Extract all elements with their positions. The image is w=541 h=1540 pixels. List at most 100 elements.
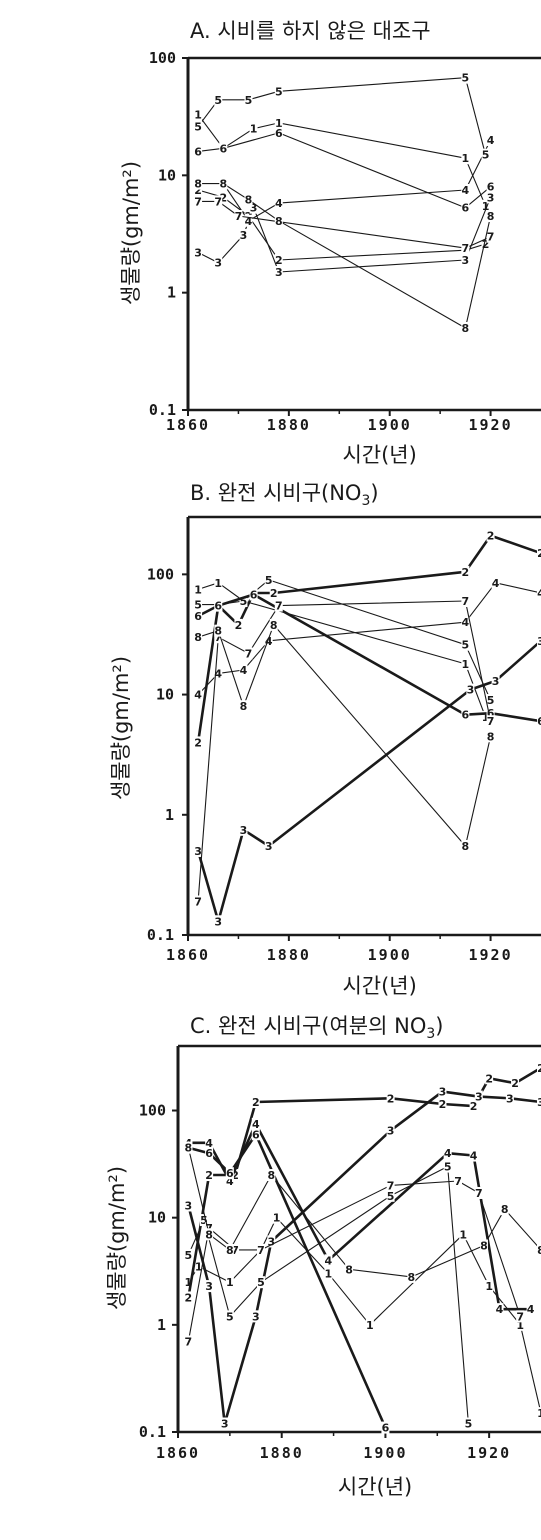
data-point-8: 8 [194, 178, 202, 191]
data-point-4: 4 [226, 1175, 234, 1188]
point-label-bg [214, 195, 223, 208]
point-label-bg [269, 586, 278, 599]
data-point-1: 1 [214, 577, 222, 590]
data-point-2: 2 [205, 1169, 213, 1182]
point-label-bg [461, 708, 470, 721]
point-label-bg [264, 573, 273, 586]
point-label-bg [184, 1248, 193, 1261]
point-label-bg [249, 201, 258, 214]
x-axis-title: 시간(년) [342, 443, 416, 467]
point-label-bg [386, 1179, 395, 1192]
point-label-bg [461, 242, 470, 255]
data-point-2: 2 [185, 1291, 193, 1304]
point-label-bg [239, 700, 248, 713]
data-point-7: 7 [462, 595, 470, 608]
data-point-3: 3 [487, 191, 495, 204]
point-label-bg [214, 667, 223, 680]
data-point-8: 8 [537, 1244, 541, 1257]
point-label-bg [214, 915, 223, 928]
data-point-8: 8 [462, 840, 470, 853]
data-point-6: 6 [194, 610, 202, 623]
data-point-7: 7 [185, 1335, 193, 1348]
x-tick-label: 1880 [260, 1444, 304, 1462]
data-point-5: 5 [487, 694, 495, 707]
point-label-bg [505, 1092, 514, 1105]
point-label-bg [194, 195, 203, 208]
point-label-bg [516, 1310, 525, 1323]
data-point-8: 8 [270, 619, 278, 632]
data-point-3: 3 [240, 824, 248, 837]
point-label-bg [267, 1169, 276, 1182]
point-label-bg [239, 823, 248, 836]
y-axis-title: 생물량(gm/m²) [119, 161, 143, 305]
data-point-6: 6 [252, 1128, 260, 1141]
data-point-8: 8 [245, 194, 253, 207]
y-tick-label: 10 [158, 166, 176, 184]
point-label-bg [537, 715, 541, 728]
point-label-bg [194, 183, 203, 196]
point-label-bg [194, 177, 203, 190]
point-label-bg [481, 148, 490, 161]
point-label-bg [244, 93, 253, 106]
point-label-bg [205, 1222, 214, 1235]
point-label-bg [511, 1077, 520, 1090]
data-point-1: 1 [185, 1276, 193, 1289]
point-label-bg [461, 321, 470, 334]
point-label-bg [486, 230, 495, 243]
panel-b: B. 완전 시비구(NO3) 100 10 1 0.1 1860 1880 1900 1920 시… [109, 481, 541, 998]
y-tick-label: 1 [167, 284, 176, 302]
point-label-bg [184, 1291, 193, 1304]
plot-area: 1111111111122222222223333333333444444444… [184, 1061, 541, 1435]
data-point-3: 3 [537, 635, 541, 648]
data-point-1: 1 [275, 117, 283, 130]
y-tick-label: 0.1 [147, 926, 174, 944]
point-label-bg [274, 116, 283, 129]
point-label-bg [461, 201, 470, 214]
point-label-bg [244, 214, 253, 227]
point-label-bg [486, 694, 495, 707]
data-point-8: 8 [487, 210, 495, 223]
point-label-bg [251, 1310, 260, 1323]
point-label-bg [324, 1267, 333, 1280]
data-point-5: 5 [185, 1249, 193, 1262]
data-point-3: 3 [252, 1310, 260, 1323]
data-point-4: 4 [492, 577, 500, 590]
point-label-bg [491, 674, 500, 687]
data-point-4: 4 [496, 1303, 504, 1316]
point-label-bg [386, 1092, 395, 1105]
point-label-bg [251, 1117, 260, 1130]
point-label-bg [244, 647, 253, 660]
data-point-6: 6 [214, 600, 222, 613]
data-point-8: 8 [480, 1240, 488, 1253]
point-label-bg [214, 624, 223, 637]
point-label-bg [239, 595, 248, 608]
data-point-7: 7 [194, 195, 202, 208]
point-label-bg [466, 683, 475, 696]
data-point-8: 8 [462, 322, 470, 335]
point-label-bg [274, 126, 283, 139]
data-point-2: 2 [470, 1100, 478, 1113]
data-point-2: 2 [270, 587, 278, 600]
point-label-bg [443, 1147, 452, 1160]
data-point-6: 6 [462, 202, 470, 215]
data-point-3: 3 [250, 202, 258, 215]
data-point-5: 5 [482, 149, 490, 162]
data-point-4: 4 [240, 664, 248, 677]
point-label-bg [225, 1243, 234, 1256]
data-point-1: 1 [194, 583, 202, 596]
data-point-6: 6 [226, 1167, 234, 1180]
point-label-bg [491, 576, 500, 589]
data-point-8: 8 [214, 625, 222, 638]
point-label-bg [205, 1280, 214, 1293]
data-point-7: 7 [487, 715, 495, 728]
data-point-3: 3 [194, 246, 202, 259]
series-line-3 [187, 1090, 541, 1425]
data-point-4: 4 [205, 1137, 213, 1150]
data-point-1: 1 [459, 1228, 467, 1241]
point-label-bg [267, 1235, 276, 1248]
x-tick-label: 1860 [156, 1444, 200, 1462]
point-label-bg [274, 85, 283, 98]
point-label-bg [239, 229, 248, 242]
data-point-2: 2 [194, 736, 202, 749]
